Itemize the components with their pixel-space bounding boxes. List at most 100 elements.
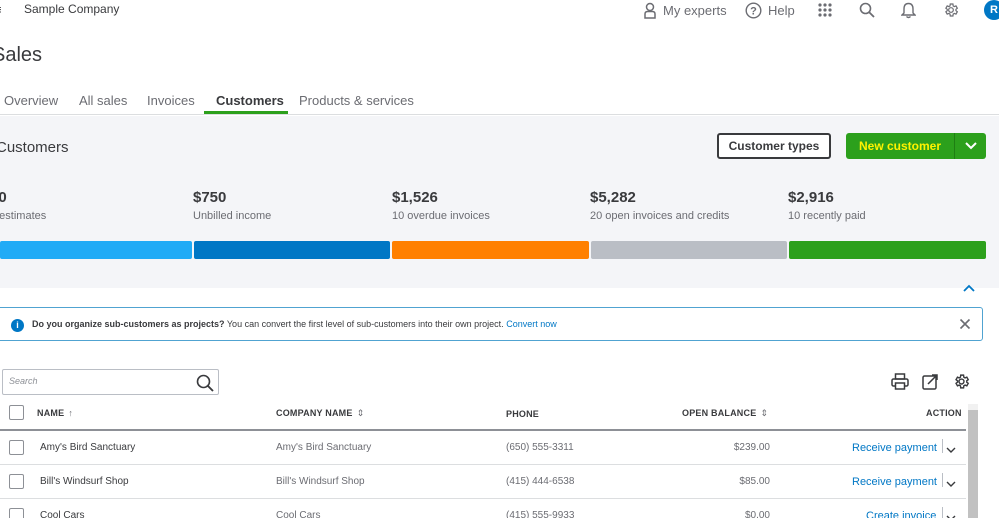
- svg-text:?: ?: [750, 5, 757, 17]
- row-checkbox[interactable]: [9, 508, 24, 518]
- stat-bar-unbilled[interactable]: [194, 241, 390, 259]
- stat-label: 10 overdue invoices: [392, 210, 490, 222]
- gear-icon[interactable]: [943, 0, 959, 20]
- stat-amount: $2,916: [788, 189, 834, 206]
- search-icon[interactable]: [196, 374, 214, 397]
- tab-all-sales[interactable]: All sales: [79, 93, 128, 108]
- stat-bar-overdue[interactable]: [392, 241, 589, 259]
- stat-label: 20 open invoices and credits: [590, 210, 730, 222]
- info-banner: i Do you organize sub-customers as proje…: [0, 307, 983, 341]
- help-button[interactable]: ? Help: [745, 0, 795, 20]
- new-customer-dropdown-button[interactable]: [955, 133, 986, 159]
- help-icon: ?: [745, 1, 762, 19]
- phone-cell: (415) 444-6538: [506, 476, 575, 487]
- search-input[interactable]: [9, 376, 179, 386]
- header-name[interactable]: NAME ↑: [37, 408, 73, 418]
- help-label: Help: [768, 2, 795, 18]
- customer-name[interactable]: Cool Cars: [40, 510, 85, 518]
- row-action-link[interactable]: Receive payment: [852, 442, 937, 454]
- tab-overview[interactable]: Overview: [4, 93, 59, 108]
- customer-name[interactable]: Amy's Bird Sanctuary: [40, 442, 136, 453]
- banner-question: Do you organize sub-customers as project…: [32, 319, 225, 329]
- chevron-up-icon: [963, 284, 975, 292]
- stat-overdue[interactable]: $1,526 10 overdue invoices: [392, 189, 490, 222]
- header-phone[interactable]: PHONE: [506, 409, 540, 419]
- row-checkbox[interactable]: [9, 440, 24, 455]
- apps-grid-icon[interactable]: [818, 0, 832, 20]
- open-balance-cell: $239.00: [733, 442, 770, 453]
- company-name-cell: Cool Cars: [276, 510, 321, 518]
- sort-icon: ⇕: [356, 408, 365, 418]
- table-row[interactable]: Amy's Bird Sanctuary Amy's Bird Sanctuar…: [0, 431, 966, 465]
- header-open-balance[interactable]: OPEN BALANCE ⇕: [682, 408, 768, 419]
- print-icon[interactable]: [891, 373, 909, 395]
- search-icon[interactable]: [859, 0, 875, 20]
- stat-amount: $1,526: [392, 189, 438, 206]
- select-all-checkbox[interactable]: [9, 405, 24, 420]
- action-divider: [942, 439, 943, 453]
- header-name-label: NAME: [37, 408, 65, 418]
- user-avatar[interactable]: R: [984, 0, 999, 20]
- table-scrollbar-thumb[interactable]: [968, 410, 978, 518]
- customers-summary-panel: [0, 116, 999, 288]
- chevron-down-icon[interactable]: [946, 475, 956, 493]
- tab-customers[interactable]: Customers: [216, 93, 284, 108]
- open-balance-cell: $0.00: [744, 510, 770, 518]
- active-tab-indicator: [204, 111, 288, 114]
- new-customer-button[interactable]: New customer: [858, 139, 942, 153]
- info-icon: i: [11, 319, 24, 332]
- customer-name[interactable]: Bill's Windsurf Shop: [40, 476, 129, 487]
- person-icon: [643, 2, 657, 19]
- header-company-label: COMPANY NAME: [276, 408, 353, 418]
- stat-amount: $0: [0, 189, 7, 206]
- stat-bar-estimates[interactable]: [0, 241, 192, 259]
- table-row[interactable]: Bill's Windsurf Shop Bill's Windsurf Sho…: [0, 465, 966, 499]
- action-divider: [942, 507, 943, 518]
- phone-cell: (650) 555-3311: [506, 442, 574, 453]
- row-checkbox[interactable]: [9, 474, 24, 489]
- stat-estimates[interactable]: $0 0 estimates: [0, 189, 46, 222]
- customer-types-button[interactable]: Customer types: [717, 133, 831, 159]
- tab-invoices[interactable]: Invoices: [147, 93, 195, 108]
- stat-bar-paid[interactable]: [789, 241, 986, 259]
- stat-open-invoices[interactable]: $5,282 20 open invoices and credits: [590, 189, 729, 222]
- bell-icon[interactable]: [901, 0, 916, 20]
- banner-text: You can convert the first level of sub-c…: [224, 319, 507, 329]
- menu-icon[interactable]: ≡: [0, 2, 2, 17]
- chevron-down-icon[interactable]: [946, 441, 956, 459]
- stat-bar-open-invoices[interactable]: [591, 241, 787, 259]
- sort-up-icon: ↑: [68, 408, 74, 418]
- action-divider: [942, 473, 943, 487]
- row-action-link[interactable]: Create invoice: [866, 510, 937, 518]
- company-name: Sample Company: [24, 2, 120, 16]
- page-title: Sales: [0, 44, 43, 66]
- stat-label: 10 recently paid: [788, 210, 866, 222]
- table-header: NAME ↑ COMPANY NAME ⇕ PHONE OPEN BALANCE ⇕ …: [0, 404, 966, 431]
- row-action-link[interactable]: Receive payment: [852, 476, 937, 488]
- sort-icon: ⇕: [760, 408, 769, 418]
- company-name-cell: Amy's Bird Sanctuary: [276, 442, 372, 453]
- stat-label: 0 estimates: [0, 210, 47, 222]
- stat-amount: $5,282: [590, 189, 636, 206]
- phone-cell: (415) 555-9933: [506, 510, 575, 518]
- table-settings-gear-icon[interactable]: [953, 373, 970, 395]
- header-action: ACTION: [926, 408, 962, 418]
- customer-search: [2, 369, 219, 395]
- company-name-cell: Bill's Windsurf Shop: [276, 476, 365, 487]
- export-icon[interactable]: [922, 373, 939, 395]
- header-balance-label: OPEN BALANCE: [682, 408, 757, 418]
- collapse-panel-button[interactable]: [962, 280, 978, 294]
- header-company[interactable]: COMPANY NAME ⇕: [276, 408, 364, 419]
- stat-label: Unbilled income: [193, 210, 272, 222]
- convert-now-link[interactable]: Convert now: [506, 319, 557, 329]
- stat-unbilled[interactable]: $750 Unbilled income: [193, 189, 271, 222]
- stat-paid[interactable]: $2,916 10 recently paid: [788, 189, 866, 222]
- table-row[interactable]: Cool Cars Cool Cars (415) 555-9933 $0.00…: [0, 499, 966, 518]
- banner-message: Do you organize sub-customers as project…: [32, 319, 557, 329]
- button-divider: [954, 133, 955, 159]
- new-customer-split-button: New customer: [846, 133, 986, 159]
- tab-products-services[interactable]: Products & services: [299, 93, 414, 108]
- chevron-down-icon[interactable]: [946, 509, 956, 518]
- close-icon[interactable]: [959, 317, 971, 330]
- my-experts-button[interactable]: My experts: [643, 0, 727, 20]
